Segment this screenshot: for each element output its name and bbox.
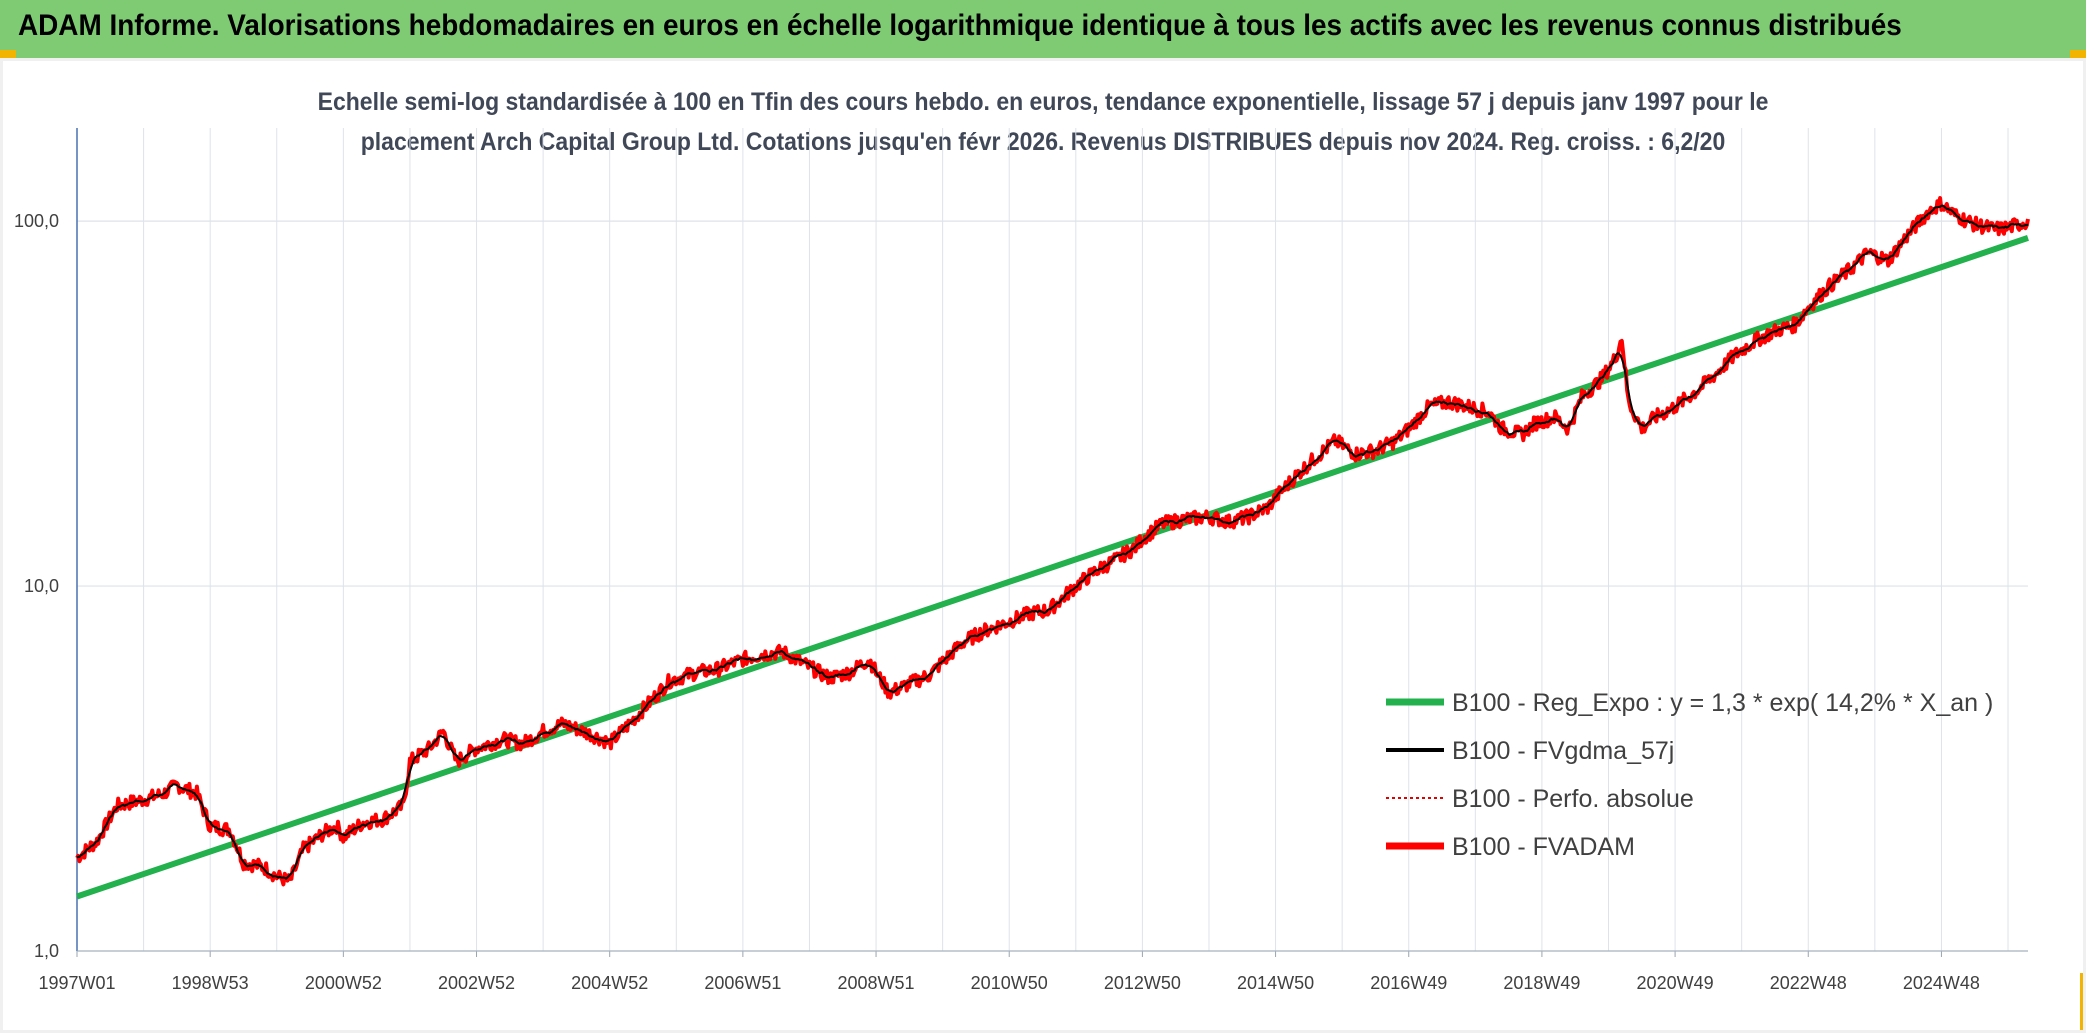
- header-banner: ADAM Informe. Valorisations hebdomadaire…: [0, 0, 2086, 58]
- x-tick-label: 2024W48: [1903, 973, 1980, 993]
- x-tick-label: 2008W51: [838, 973, 915, 993]
- x-tick-label: 2014W50: [1237, 973, 1314, 993]
- corner-marker-left: [0, 50, 16, 60]
- legend-label: B100 - Reg_Expo : y = 1,3 * exp( 14,2% *…: [1452, 689, 1993, 717]
- corner-marker-right: [2070, 50, 2086, 60]
- y-tick-label: 10,0: [24, 576, 59, 596]
- x-tick-label: 1998W53: [172, 973, 249, 993]
- chart-subtitle-line2: placement Arch Capital Group Ltd. Cotati…: [360, 128, 1726, 156]
- x-tick-label: 2012W50: [1104, 973, 1181, 993]
- x-tick-label: 2006W51: [704, 973, 781, 993]
- y-tick-label: 1,0: [34, 941, 59, 961]
- legend-label: B100 - FVgdma_57j: [1452, 737, 1674, 765]
- legend-label: B100 - FVADAM: [1452, 833, 1635, 861]
- series-line-fvgdma: [76, 204, 2029, 880]
- x-tick-label: 1997W01: [38, 973, 115, 993]
- x-tick-label: 2000W52: [305, 973, 382, 993]
- chart-frame: [0, 58, 2086, 1033]
- page-title: ADAM Informe. Valorisations hebdomadaire…: [18, 9, 1902, 42]
- x-tick-label: 2022W48: [1770, 973, 1847, 993]
- x-tick-label: 2016W49: [1370, 973, 1447, 993]
- x-tick-label: 2018W49: [1503, 973, 1580, 993]
- legend-label: B100 - Perfo. absolue: [1452, 785, 1694, 813]
- series-line-perfo-absolue: [76, 205, 2029, 880]
- x-tick-label: 2020W49: [1637, 973, 1714, 993]
- x-tick-label: 2004W52: [571, 973, 648, 993]
- y-tick-label: 100,0: [14, 211, 59, 231]
- x-tick-label: 2002W52: [438, 973, 515, 993]
- chart-subtitle-line1: Echelle semi-log standardisée à 100 en T…: [317, 88, 1769, 116]
- x-tick-label: 2010W50: [971, 973, 1048, 993]
- series-line-reg-expo: [76, 235, 2029, 900]
- series-line-fvadam: [75, 196, 2030, 887]
